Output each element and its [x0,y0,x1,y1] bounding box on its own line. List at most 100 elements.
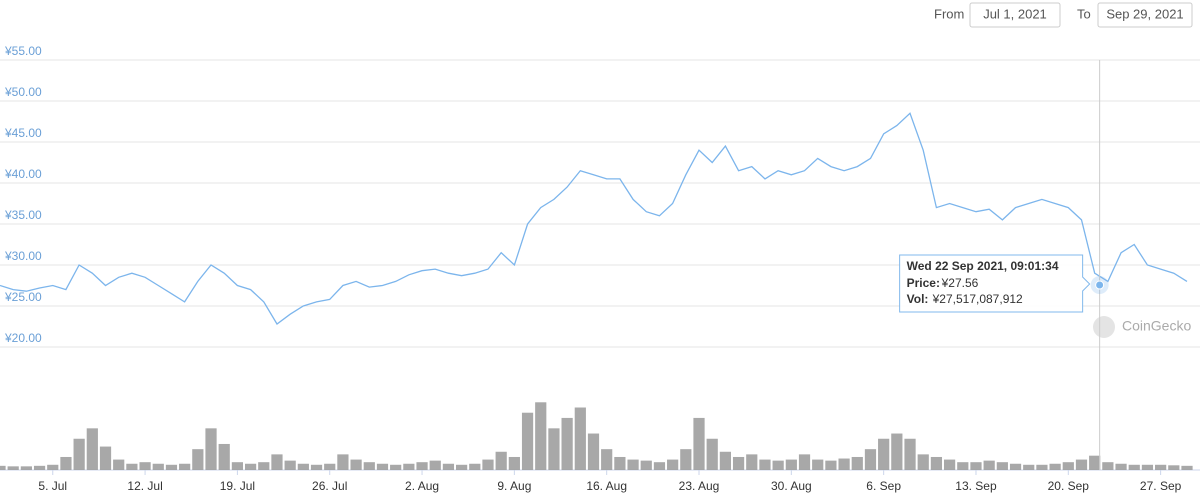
tooltip-box [899,254,1091,313]
volume-bar [179,463,191,470]
volume-bar [244,463,257,470]
volume-bar [587,433,600,470]
x-tick-label: 13. Sep [955,479,997,493]
volume-bar [152,463,164,470]
y-tick-label: ¥50.00 [4,85,42,99]
tooltip-row-value: ¥27.56 [941,276,979,290]
volume-bar [891,433,903,470]
volume-bar [970,462,982,470]
volume-bar [442,463,455,470]
volume-bar [1062,462,1074,470]
volume-bar [1049,463,1061,470]
volume-bar [99,446,112,470]
volume-bar [33,465,46,470]
volume-bar [231,462,244,470]
x-tick-label: 26. Jul [312,479,347,493]
from-value[interactable]: Jul 1, 2021 [983,6,1047,21]
volume-bar [706,438,718,470]
volume-bar [1155,464,1167,470]
volume-bar [640,460,652,470]
volume-bar [878,438,890,470]
tooltip-title: Wed 22 Sep 2021, 09:01:34 [907,259,1059,273]
volume-bar [719,451,731,470]
volume-bar [73,438,85,470]
y-tick-label: ¥25.00 [4,290,42,304]
x-tick-label: 9. Aug [497,479,531,493]
volume-bar [1075,459,1088,470]
to-input[interactable] [1097,2,1193,28]
volume-bar [86,428,98,470]
volume-bar [508,456,520,470]
watermark-logo [1093,316,1115,338]
volume-bar [165,464,178,470]
hover-point [1095,280,1105,290]
volume-bar [218,443,230,470]
volume-bar [759,459,771,470]
volume-bar [456,464,468,470]
tooltip-row-label: Vol: [907,292,929,306]
volume-bar [337,454,349,470]
x-tick-label: 23. Aug [679,479,720,493]
volume-bar [469,463,481,470]
volume-bar [1089,455,1101,470]
volume-bar [1036,464,1048,470]
volume-bar [812,459,824,470]
volume-bar [47,464,59,470]
x-tick-label: 12. Jul [127,479,162,493]
volume-bar [20,466,32,470]
volume-bar [653,462,666,470]
x-tick-label: 30. Aug [771,479,812,493]
volume-bar [548,428,560,470]
volume-bar [917,454,929,470]
volume-bar [310,464,323,470]
from-input[interactable] [969,2,1061,28]
volume-bar [205,428,217,470]
x-tick-label: 27. Sep [1140,479,1182,493]
volume-bar [614,456,626,470]
x-tick-label: 5. Jul [38,479,67,493]
volume-bar [376,463,389,470]
volume-bar [680,449,692,470]
volume-bar [851,456,863,470]
volume-bar [7,466,19,470]
volume-bar [113,459,125,470]
volume-bar [732,456,745,470]
volume-bar [772,460,784,470]
volume-bar [1168,465,1180,470]
volume-bar [284,460,296,470]
volume-bar [1023,464,1035,470]
volume-bar [825,460,837,470]
volume-bar [574,407,586,470]
volume-bar [904,438,916,470]
y-tick-label: ¥20.00 [4,331,42,345]
volume-bar [943,459,956,470]
volume-bar [271,454,283,470]
volume-bar [521,412,534,470]
volume-bar [495,451,507,470]
volume-bar [60,456,72,470]
volume-bar [297,463,309,470]
volume-bar [693,417,705,470]
x-tick-label: 20. Sep [1048,479,1090,493]
y-tick-label: ¥45.00 [4,126,42,140]
x-tick-label: 19. Jul [220,479,255,493]
volume-bar [0,465,6,470]
x-tick-label: 16. Aug [586,479,627,493]
volume-bar [983,460,995,470]
volume-bar [535,402,547,470]
volume-bar [390,464,402,470]
volume-bar [139,462,151,470]
volume-bar [1009,463,1022,470]
volume-bar [785,459,797,470]
volume-bar [996,462,1008,470]
y-tick-label: ¥40.00 [4,167,42,181]
to-value[interactable]: Sep 29, 2021 [1106,6,1183,21]
volume-bar [864,449,877,470]
x-tick-label: 6. Sep [866,479,901,493]
y-tick-label: ¥30.00 [4,249,42,263]
volume-bar [258,462,270,470]
volume-bar [957,462,969,470]
volume-bar [838,458,850,470]
volume-bar [627,459,639,470]
